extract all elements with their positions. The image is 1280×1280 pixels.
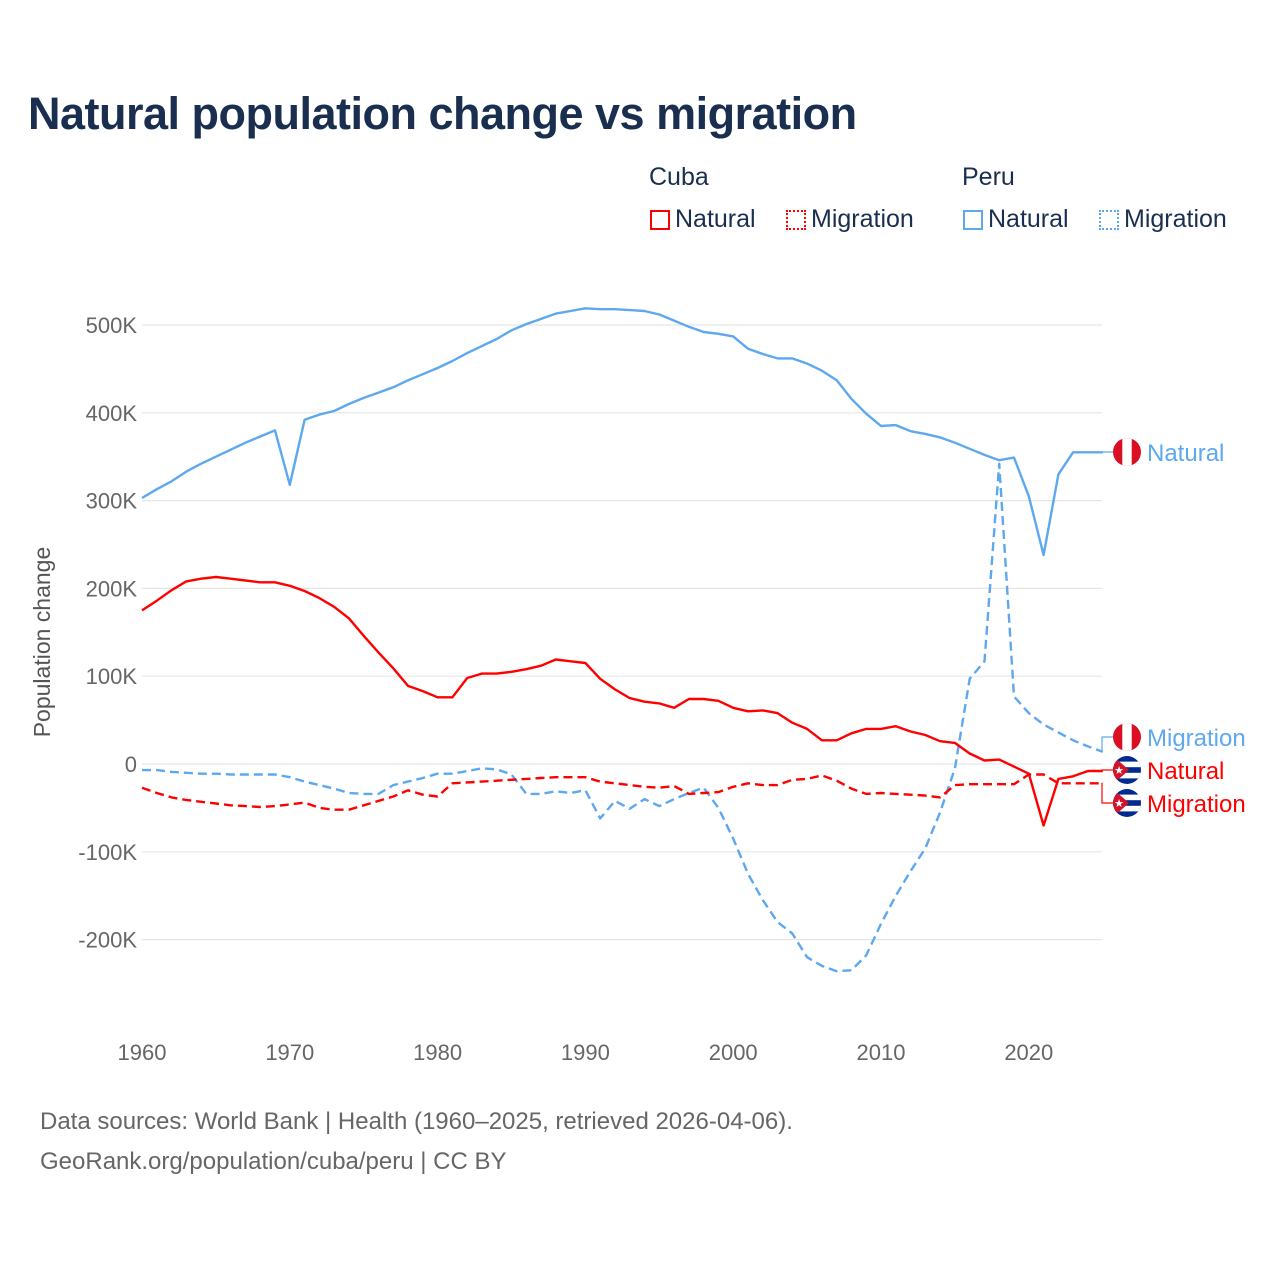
y-tick-label: 100K — [86, 664, 138, 689]
legend-cuba-migration[interactable]: Migration — [786, 205, 914, 234]
x-tick-label: 2000 — [709, 1040, 758, 1065]
x-tick-label: 2020 — [1004, 1040, 1053, 1065]
series-end-label: Natural — [1147, 440, 1224, 467]
legend-label: Natural — [675, 205, 756, 233]
peru-flag-icon — [1113, 723, 1141, 751]
label-connector — [1101, 782, 1113, 804]
dotted-swatch-icon — [786, 209, 806, 230]
y-tick-label: 300K — [86, 489, 138, 514]
x-tick-label: 1990 — [561, 1040, 610, 1065]
svg-text:★: ★ — [1114, 798, 1124, 810]
y-tick-label: -100K — [78, 840, 137, 865]
y-axis-label: Population change — [29, 547, 55, 738]
series-end-label: Natural — [1147, 758, 1224, 785]
series-end-label: Migration — [1147, 791, 1246, 818]
footer-sources: Data sources: World Bank | Health (1960–… — [40, 1108, 793, 1135]
x-tick-label: 1960 — [118, 1040, 167, 1065]
solid-swatch-icon — [963, 209, 983, 230]
label-connector — [1101, 769, 1113, 772]
series-end-label: Migration — [1147, 725, 1246, 752]
label-connector — [1101, 736, 1113, 753]
y-tick-label: 0 — [125, 752, 137, 777]
x-tick-label: 1970 — [265, 1040, 314, 1065]
x-tick-label: 1980 — [413, 1040, 462, 1065]
y-tick-label: 500K — [86, 313, 138, 338]
legend-label: Natural — [988, 205, 1069, 233]
legend-group-cuba: Cuba — [649, 163, 709, 191]
y-tick-label: -200K — [78, 928, 137, 953]
y-tick-label: 200K — [86, 576, 138, 601]
x-tick-label: 2010 — [857, 1040, 906, 1065]
dotted-swatch-icon — [1099, 209, 1119, 230]
legend-label: Migration — [811, 205, 914, 233]
peru-flag-icon — [1113, 438, 1141, 466]
solid-swatch-icon — [650, 209, 670, 230]
cuba-flag-icon: ★ — [1113, 756, 1141, 784]
legend-peru-natural[interactable]: Natural — [963, 205, 1069, 234]
svg-text:★: ★ — [1114, 765, 1124, 777]
series-line-cuba-migration — [141, 773, 1103, 811]
legend-group-peru: Peru — [962, 163, 1015, 191]
legend-peru-migration[interactable]: Migration — [1099, 205, 1227, 234]
legend-cuba-natural[interactable]: Natural — [650, 205, 756, 234]
y-tick-label: 400K — [86, 401, 138, 426]
footer-credit: GeoRank.org/population/cuba/peru | CC BY — [40, 1148, 507, 1175]
series-line-cuba-natural — [141, 575, 1103, 827]
chart-title: Natural population change vs migration — [28, 88, 857, 139]
cuba-flag-icon: ★ — [1113, 789, 1141, 817]
legend-label: Migration — [1124, 205, 1227, 233]
series-line-peru-natural — [141, 307, 1103, 557]
series-line-peru-migration — [142, 462, 1104, 973]
